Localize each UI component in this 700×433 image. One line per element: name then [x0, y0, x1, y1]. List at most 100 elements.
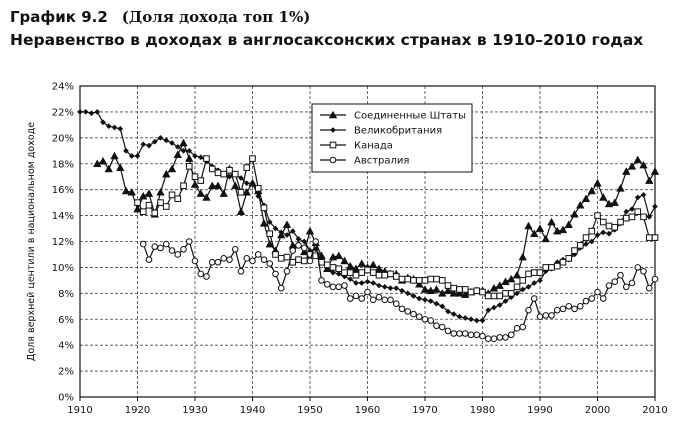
australia-data-point [467, 331, 475, 339]
series-group [77, 108, 660, 342]
x-tick-label: 1920 [125, 405, 150, 416]
australia-data-point [162, 240, 170, 248]
australia-data-point [640, 268, 647, 275]
uk-data-point [197, 154, 204, 161]
australia-data-point [507, 331, 515, 339]
uk-data-point [445, 308, 451, 315]
australia-data-point [226, 256, 233, 263]
australia-data-point [231, 245, 239, 253]
canada-data-point [381, 271, 389, 279]
us-data-point [512, 270, 522, 279]
australia-data-point [622, 283, 630, 291]
canada-data-point [151, 209, 159, 217]
uk-data-point [192, 153, 198, 159]
x-tick-label: 1910 [67, 405, 92, 416]
y-tick-label: 12% [52, 237, 74, 248]
canada-data-point [548, 264, 555, 271]
canada-data-point [231, 170, 239, 178]
us-data-point [340, 256, 349, 265]
australia-data-point [571, 305, 578, 313]
australia-data-point [542, 312, 550, 319]
uk-data-point [226, 173, 233, 180]
y-tick-label: 22% [52, 107, 74, 118]
us-data-point [334, 251, 343, 260]
australia-data-point [617, 271, 624, 279]
uk-data-point [519, 286, 526, 293]
uk-data-point [525, 283, 532, 290]
uk-data-point [387, 285, 394, 292]
australia-data-point [605, 282, 613, 289]
canada-data-point [628, 213, 636, 221]
canada-data-point [295, 256, 302, 263]
australia-series [139, 238, 659, 342]
canada-data-point [375, 271, 383, 279]
australia-data-point [145, 256, 153, 263]
uk-data-point [163, 137, 170, 144]
canada-data-point [335, 265, 343, 273]
y-tick-label: 10% [52, 263, 74, 274]
australia-data-point [513, 325, 521, 332]
canada-data-point [645, 234, 653, 241]
us-data-point [374, 264, 384, 273]
uk-data-point [134, 153, 141, 159]
uk-data-point [468, 316, 474, 323]
us-data-point [535, 224, 545, 232]
australia-data-point [421, 315, 429, 323]
canada-data-point [346, 269, 354, 276]
figure-subtitle: (Доля дохода топ 1%) [121, 8, 311, 26]
uk-data-point [462, 315, 469, 321]
us-data-point [622, 167, 631, 175]
us-data-point [104, 164, 113, 173]
uk-data-point [77, 108, 83, 115]
australia-data-point [369, 296, 377, 304]
australia-data-point [582, 297, 590, 305]
uk-data-point [427, 298, 434, 305]
australia-data-point [139, 240, 147, 248]
legend-label: Канада [354, 141, 393, 152]
uk-data-point [433, 300, 440, 307]
uk-data-point [358, 280, 365, 286]
canada-data-point [289, 258, 297, 266]
uk-data-point [330, 269, 336, 276]
uk-data-point [404, 290, 411, 297]
us-data-point [346, 261, 355, 270]
uk-data-point [652, 203, 658, 210]
us-data-point [593, 178, 602, 187]
us-data-point [432, 285, 441, 293]
us-data-point [231, 181, 240, 190]
australia-data-point [450, 330, 458, 337]
y-tick-label: 6% [58, 315, 74, 326]
uk-data-point [82, 108, 89, 115]
canada-data-point [530, 269, 538, 276]
uk-data-point [531, 280, 538, 286]
us-data-point [93, 159, 102, 168]
canada-data-point [323, 261, 331, 269]
us-data-point [627, 162, 637, 170]
australia-data-point [536, 313, 544, 320]
uk-data-point [479, 317, 486, 324]
australia-data-point [404, 308, 412, 315]
us-data-point [190, 180, 200, 188]
australia-data-point [588, 295, 596, 302]
us-data-point [420, 285, 430, 293]
us-data-point [581, 194, 591, 203]
us-data-point [461, 290, 470, 298]
australia-data-point [329, 283, 337, 291]
canada-data-point [203, 155, 210, 162]
australia-data-point [168, 247, 176, 254]
canada-data-point [617, 218, 624, 226]
canada-data-point [421, 277, 429, 284]
us-data-point [587, 186, 596, 195]
canada-data-point [208, 165, 216, 173]
chart-title: Неравенство в доходах в англосаксонских … [10, 31, 644, 49]
canada-data-point [410, 277, 417, 284]
canada-data-point [634, 208, 642, 215]
australia-data-point [289, 247, 297, 254]
y-tick-label: 18% [52, 159, 74, 170]
us-data-point [213, 181, 223, 190]
x-tick-label: 1980 [470, 405, 495, 416]
canada-data-point [392, 273, 400, 280]
australia-data-point [208, 258, 216, 266]
us-data-point [259, 219, 269, 227]
uk-data-point [330, 127, 336, 133]
